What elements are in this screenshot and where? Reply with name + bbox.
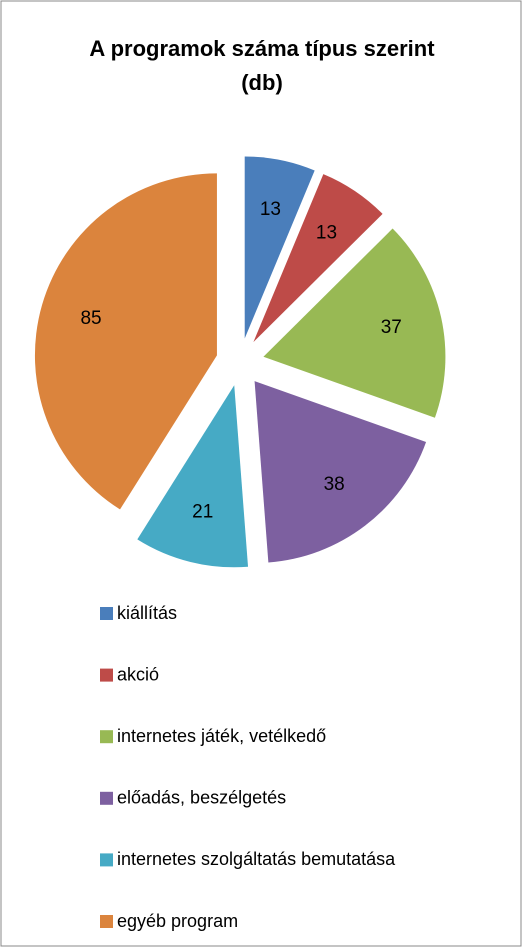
legend-label: egyéb program — [117, 911, 238, 931]
legend-swatch — [100, 607, 113, 620]
pie-slice — [137, 385, 249, 568]
data-label: 85 — [80, 308, 101, 329]
legend-label: internetes szolgáltatás bemutatása — [117, 849, 396, 869]
data-label: 13 — [316, 222, 337, 243]
data-label: 38 — [324, 474, 345, 495]
data-label: 21 — [192, 502, 213, 523]
legend-label: kiállítás — [117, 603, 177, 623]
legend-swatch — [100, 668, 113, 682]
legend-swatch — [100, 730, 113, 744]
legend-label: akció — [117, 664, 159, 684]
data-label: 13 — [260, 199, 281, 220]
pie-slice — [263, 228, 446, 418]
pie-slice — [34, 173, 217, 510]
pie-slice — [244, 156, 315, 339]
legend-swatch — [100, 853, 113, 867]
chart-title: A programok száma típus szerint (db) — [89, 36, 435, 95]
data-label: 37 — [381, 317, 402, 338]
legend-swatch — [100, 915, 113, 928]
legend-label: előadás, beszélgetés — [117, 788, 286, 808]
legend-label: internetes játék, vetélkedő — [117, 726, 326, 746]
pie-slice — [254, 381, 427, 563]
pie-slice — [253, 174, 383, 343]
legend-swatch — [100, 791, 113, 805]
